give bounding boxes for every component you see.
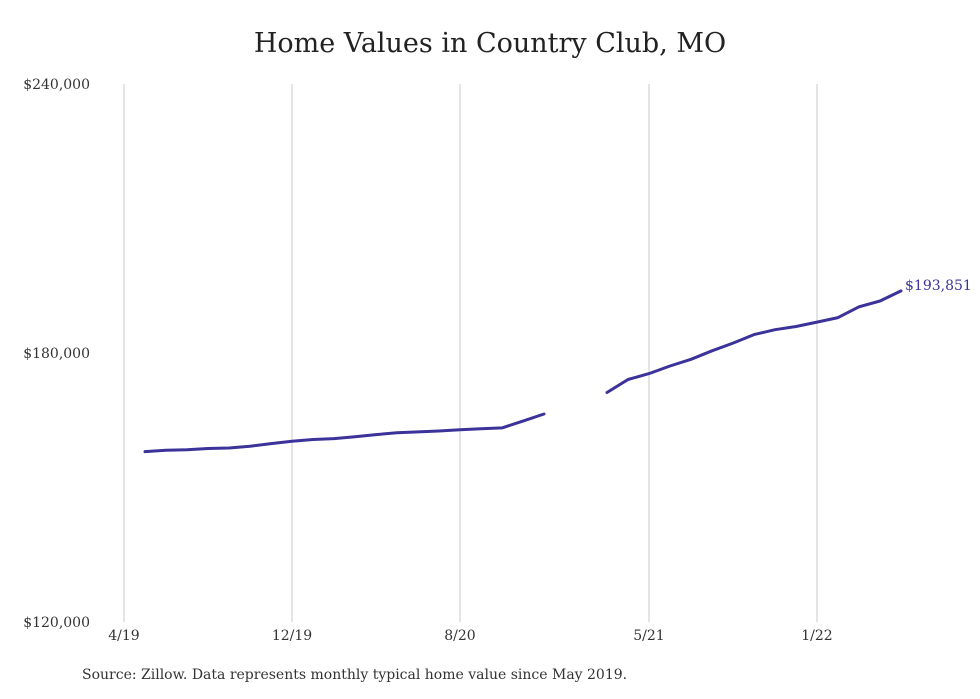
annotations: $193,851 (905, 278, 972, 294)
x-tick-label: 4/19 (108, 628, 139, 644)
data-label: $193,851 (905, 278, 972, 294)
y-tick-label: $180,000 (23, 346, 90, 362)
x-tick-label: 1/22 (801, 628, 832, 644)
series-layer (143, 289, 903, 454)
series-line (143, 412, 546, 454)
x-tick-label: 8/20 (444, 628, 475, 644)
x-tick-label: 12/19 (272, 628, 312, 644)
source-note: Source: Zillow. Data represents monthly … (82, 667, 628, 683)
gridlines (123, 84, 818, 622)
series-line (605, 289, 903, 394)
y-axis-ticks: $120,000 $180,000 $240,000 (23, 77, 90, 631)
chart-title: Home Values in Country Club, MO (253, 28, 727, 59)
x-axis-ticks: 4/19 12/19 8/20 5/21 1/22 (108, 628, 832, 644)
line-chart: $120,000 $180,000 $240,000 4/19 12/19 8/20 5/… (23, 77, 972, 644)
y-tick-label: $240,000 (23, 77, 90, 93)
y-tick-label: $120,000 (23, 615, 90, 631)
x-tick-label: 5/21 (633, 628, 664, 644)
